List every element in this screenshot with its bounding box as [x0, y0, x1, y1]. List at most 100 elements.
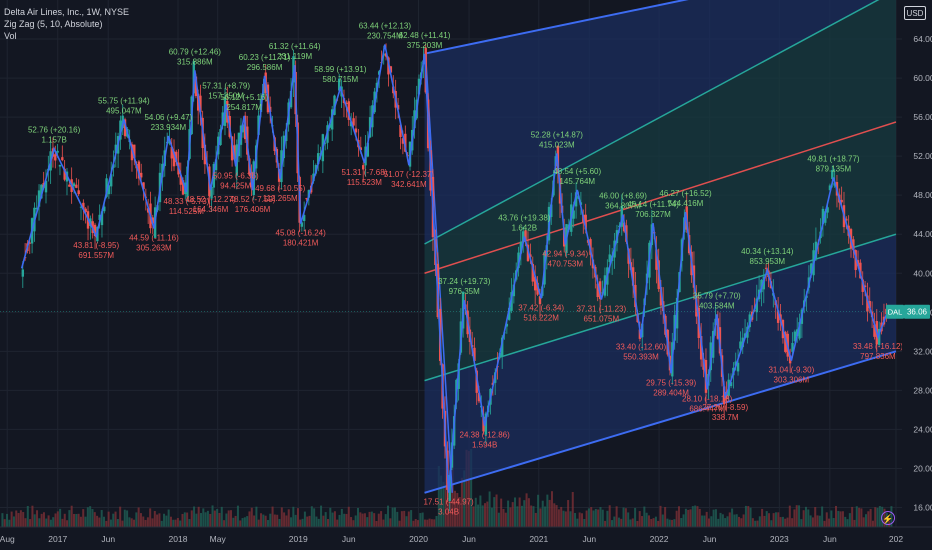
volume-bar [220, 506, 223, 527]
volume-bar [844, 516, 847, 527]
pivot-volume: 375.203M [407, 41, 443, 50]
volume-bar [234, 515, 237, 527]
volume-bar [851, 506, 854, 527]
candle-body [655, 249, 658, 270]
pivot-label: 46.00 (+8.69) [599, 192, 647, 201]
volume-bar [539, 508, 542, 527]
candle-body [500, 337, 504, 357]
volume-bar [714, 509, 717, 527]
volume-bar [712, 509, 715, 527]
volume-bar [317, 518, 320, 527]
volume-bar [414, 519, 417, 527]
pivot-label: 49.68 (-10.55) [255, 184, 306, 193]
volume-bar [285, 515, 288, 527]
volume-bar [1, 513, 4, 527]
volume-bar [96, 515, 99, 527]
candle-body [142, 182, 145, 190]
volume-bar [116, 518, 119, 527]
volume-bar [257, 519, 260, 527]
symbol-badge-text: DAL [888, 308, 903, 317]
volume-bar [511, 502, 514, 527]
currency-button[interactable]: USD [904, 6, 926, 20]
volume-bar [527, 498, 530, 527]
volume-bar [832, 518, 835, 527]
pivot-volume: 976.35M [449, 287, 480, 296]
volume-bar [250, 507, 253, 527]
volume-bar [828, 518, 831, 527]
candle-body [793, 331, 797, 342]
volume-bar [144, 519, 147, 527]
volume-bar [629, 519, 632, 527]
x-tick-label: Jun [101, 534, 115, 544]
candle-body [194, 76, 198, 97]
candle-body [114, 144, 118, 154]
volume-bar [590, 507, 593, 527]
candle-body [791, 342, 794, 352]
legend-indicator[interactable]: Zig Zag (5, 10, Absolute) [4, 19, 103, 29]
volume-bar [70, 505, 73, 527]
volume-bar [126, 510, 129, 527]
pivot-label: 56.12 (+5.16) [220, 93, 268, 102]
pivot-volume: 550.393M [623, 353, 659, 362]
volume-bar [326, 519, 329, 527]
volume-bar [49, 519, 52, 527]
volume-bars [1, 445, 893, 527]
pivot-volume: 164.346M [193, 205, 229, 214]
candle-body [868, 300, 871, 309]
volume-bar [119, 506, 122, 527]
x-tick-label: 2020 [409, 534, 428, 544]
volume-bar [146, 517, 149, 527]
volume-bar [329, 507, 332, 527]
volume-bar [809, 515, 812, 527]
volume-bar [871, 520, 874, 527]
volume-bar [800, 519, 803, 527]
volume-bar [834, 505, 837, 527]
pivot-label: 62.48 (+11.41) [399, 31, 451, 40]
volume-bar [677, 506, 680, 527]
volume-bar [643, 506, 646, 527]
volume-bar [754, 520, 757, 527]
volume-bar [825, 512, 828, 527]
candle-body [37, 190, 41, 207]
volume-bar [322, 515, 325, 527]
pivot-volume: 180.421M [283, 239, 319, 248]
candle-body [56, 150, 59, 153]
pivot-label: 48.52 (-7.59) [230, 195, 276, 204]
volume-bar [530, 505, 533, 527]
volume-bar [324, 512, 327, 527]
volume-bar [862, 517, 865, 527]
volume-bar [507, 500, 510, 527]
candle-body [389, 66, 393, 73]
lightning-icon[interactable]: ⚡ [881, 511, 895, 525]
volume-bar [169, 516, 172, 527]
volume-bar [269, 513, 272, 527]
candle-body [68, 184, 71, 187]
legend-title[interactable]: Delta Air Lines, Inc., 1W, NYSE [4, 7, 130, 17]
pivot-volume: 315.886M [177, 57, 213, 66]
pivot-label: 63.44 (+12.13) [359, 22, 412, 31]
candle-body [810, 263, 813, 274]
volume-bar [460, 477, 463, 527]
volume-bar [807, 509, 810, 527]
volume-bar [560, 506, 563, 527]
volume-bar [308, 515, 311, 527]
volume-bar [211, 505, 214, 527]
volume-bar [430, 519, 433, 527]
volume-bar [747, 506, 750, 527]
legend-volume[interactable]: Vol [4, 31, 17, 41]
volume-bar [151, 518, 154, 527]
pivot-label: 55.75 (+11.94) [98, 97, 150, 106]
candle-body [323, 142, 327, 144]
volume-bar [647, 515, 650, 527]
volume-bar [139, 513, 142, 527]
volume-bar [357, 507, 360, 527]
volume-bar [377, 513, 380, 527]
pivot-volume: 853.953M [750, 257, 786, 266]
volume-bar [123, 509, 126, 527]
x-axis-panel [0, 527, 932, 550]
candle-body [170, 146, 173, 159]
volume-bar [158, 513, 161, 527]
volume-bar [627, 512, 630, 527]
volume-bar [601, 509, 604, 527]
